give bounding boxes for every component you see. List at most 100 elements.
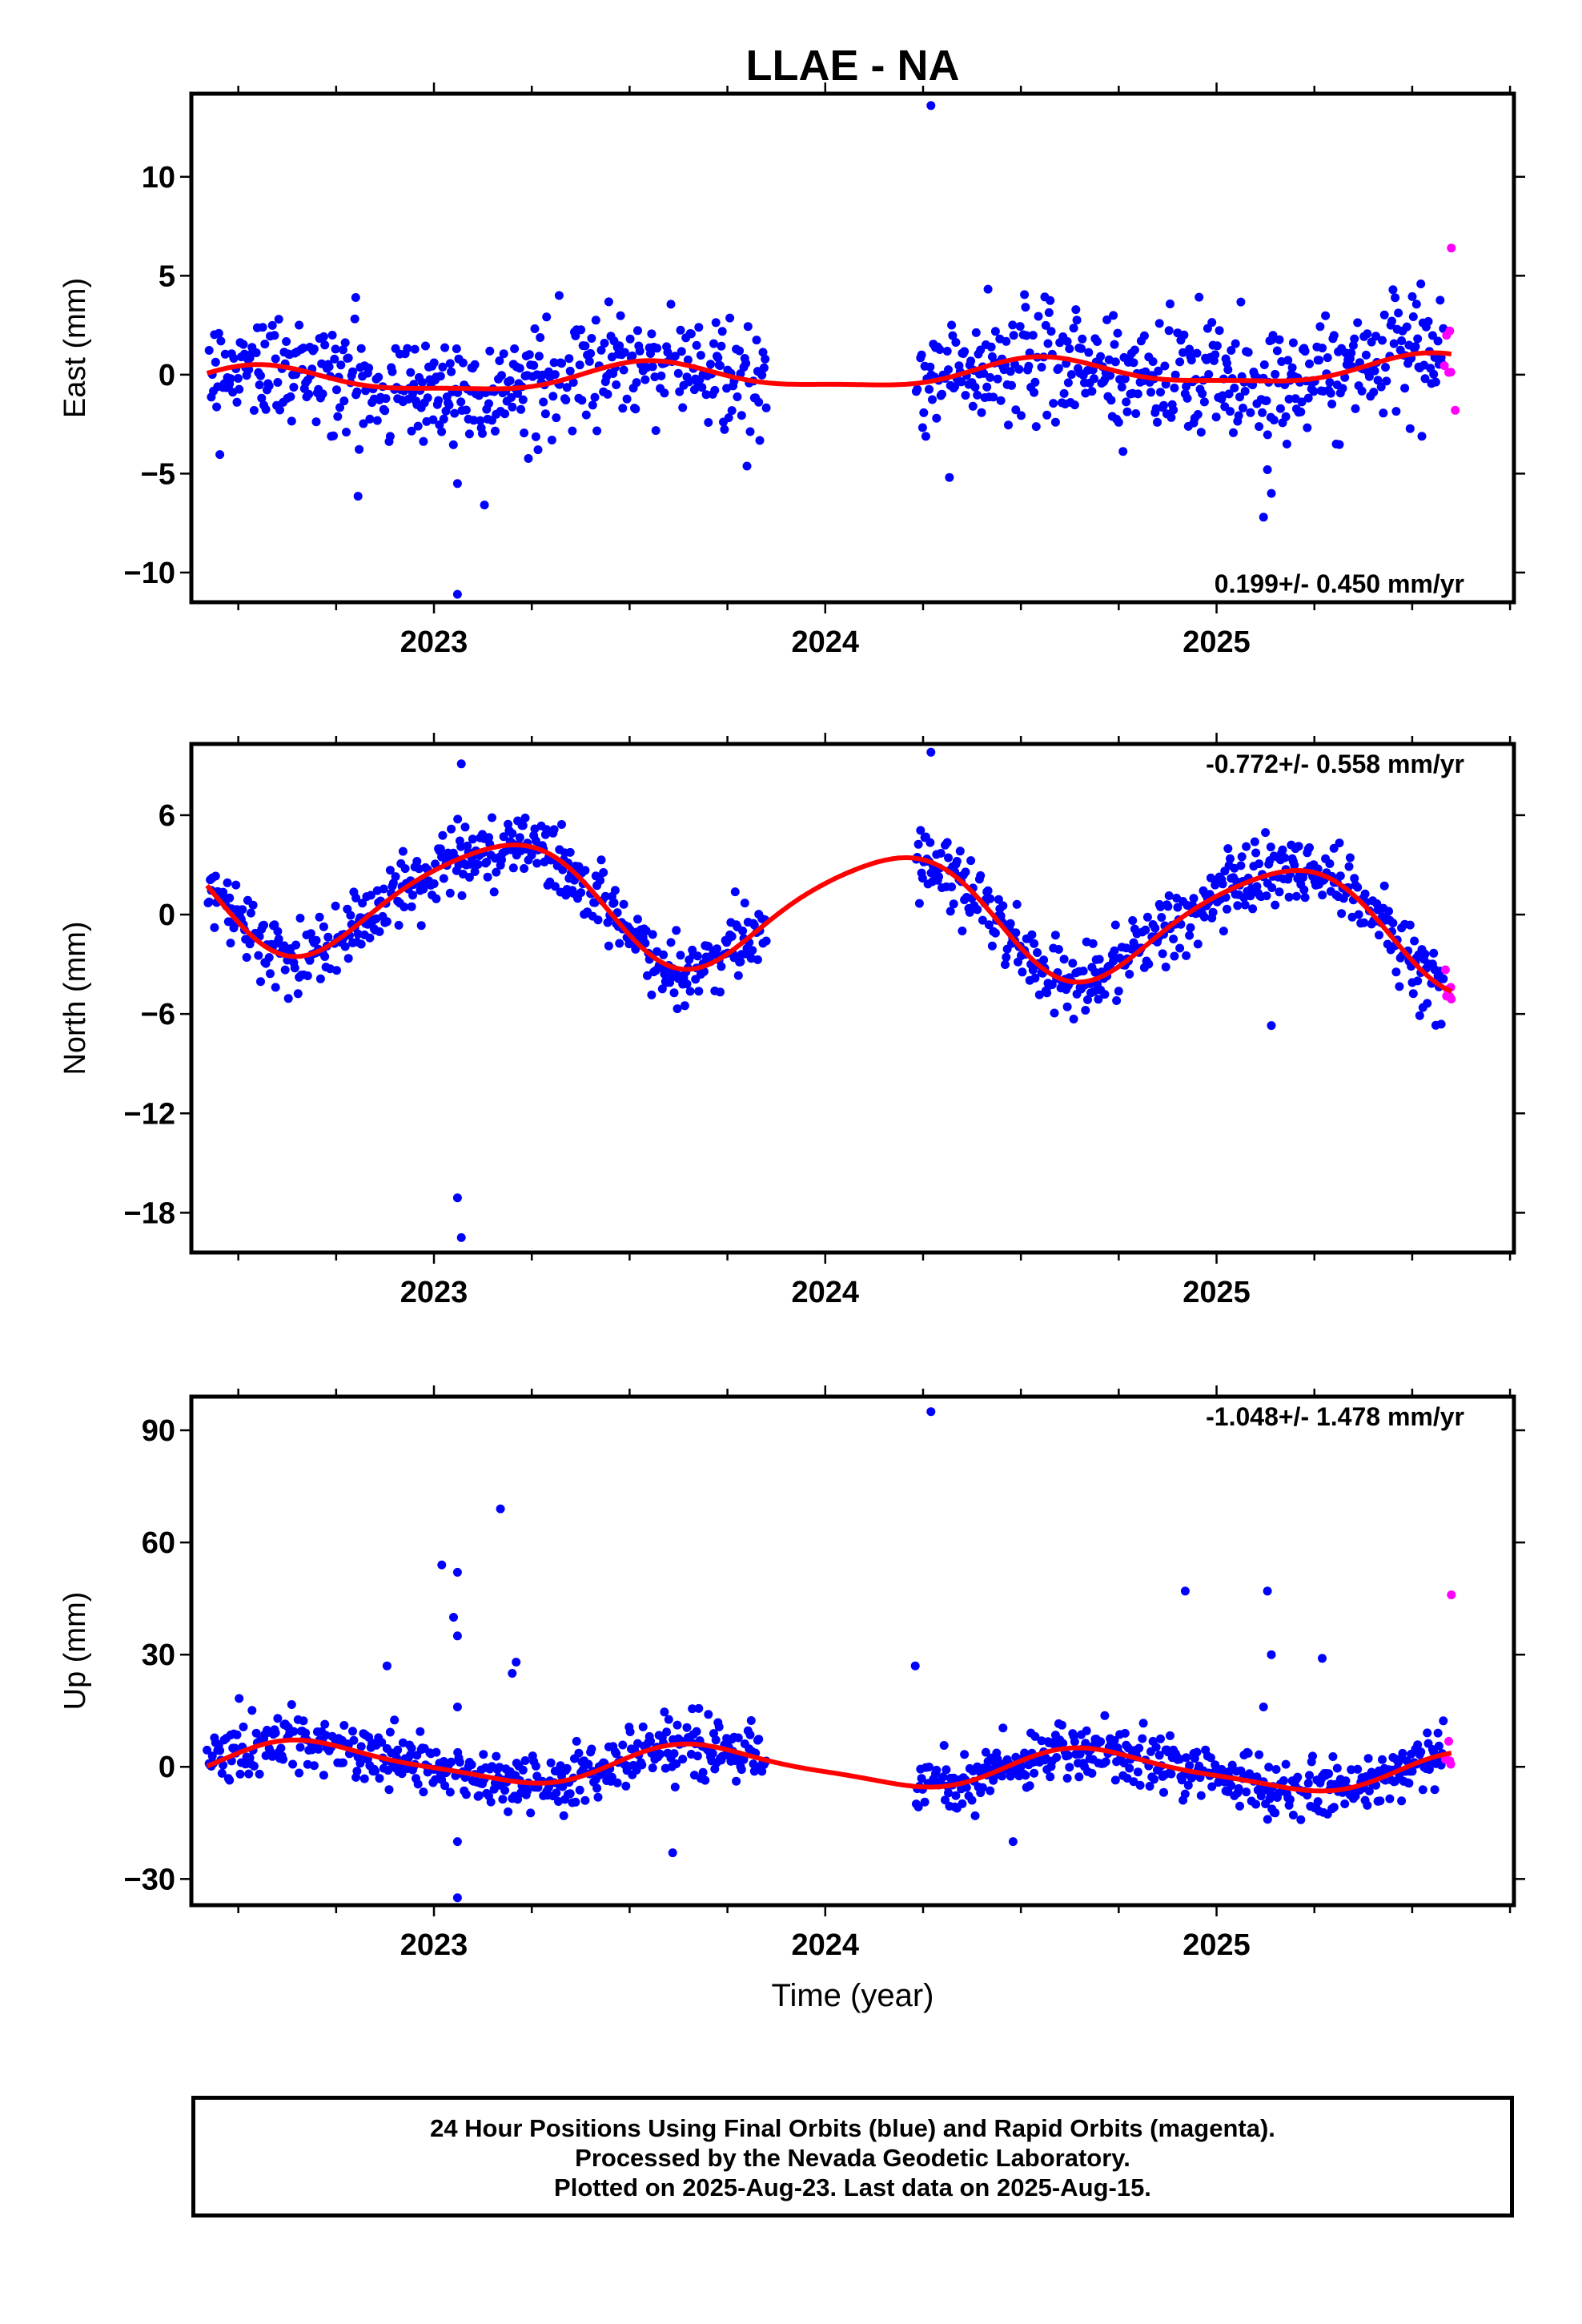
outlier-point: [452, 1703, 462, 1711]
rate-label: -0.772+/- 0.558 mm/yr: [1206, 750, 1464, 778]
final-point: [271, 1728, 280, 1738]
final-point: [288, 1759, 298, 1769]
final-point: [1431, 377, 1440, 387]
model-curve: [205, 842, 1453, 994]
final-point: [1402, 1756, 1411, 1766]
final-point: [315, 974, 325, 983]
final-point: [461, 405, 471, 415]
final-point: [393, 1745, 403, 1755]
final-point: [1044, 308, 1054, 317]
final-point: [550, 882, 560, 891]
final-point: [587, 334, 596, 343]
outlier-point: [910, 1661, 920, 1671]
final-point: [346, 911, 355, 920]
final-point: [280, 965, 290, 975]
final-point: [1259, 360, 1269, 369]
final-point: [704, 1710, 713, 1719]
final-point: [1398, 1748, 1407, 1758]
final-point: [673, 1720, 682, 1730]
final-point: [1335, 871, 1345, 881]
final-point: [998, 1771, 1006, 1781]
final-point: [678, 1755, 688, 1764]
final-point: [1235, 392, 1244, 402]
final-point: [1185, 1761, 1195, 1771]
final-point: [1066, 370, 1076, 380]
final-point: [235, 1694, 244, 1703]
final-point: [670, 352, 680, 361]
final-point: [982, 382, 992, 392]
final-point: [708, 1748, 717, 1758]
final-point: [1118, 447, 1128, 456]
final-point: [730, 887, 740, 897]
final-point: [1379, 408, 1388, 418]
final-point: [1240, 387, 1250, 396]
final-point: [748, 946, 757, 955]
final-point: [448, 440, 458, 449]
final-point: [1363, 329, 1372, 339]
final-point: [211, 357, 220, 367]
final-point: [437, 427, 447, 436]
final-point: [520, 428, 529, 438]
final-point: [732, 1776, 741, 1786]
final-point: [973, 390, 982, 400]
final-point: [436, 844, 445, 854]
final-point: [633, 326, 642, 336]
final-point: [1018, 967, 1027, 977]
x-tick-label: 2024: [792, 1928, 860, 1962]
final-point: [1323, 353, 1332, 363]
final-point: [711, 1735, 721, 1745]
final-point: [470, 867, 480, 876]
y-tick-label: 30: [142, 1638, 175, 1672]
outlier-point: [1259, 513, 1268, 522]
final-point: [962, 1783, 971, 1792]
final-point: [1030, 973, 1040, 983]
final-point: [720, 424, 729, 434]
final-point: [349, 1735, 359, 1745]
final-point: [711, 318, 721, 328]
final-point: [944, 365, 953, 375]
y-axis-label: East (mm): [58, 278, 92, 418]
final-point: [1166, 412, 1176, 422]
final-point: [1255, 859, 1264, 869]
final-point: [1052, 1753, 1062, 1762]
final-point: [242, 953, 251, 962]
final-point: [219, 887, 228, 897]
final-point: [1435, 296, 1445, 305]
final-point: [508, 863, 518, 873]
final-point: [1182, 1753, 1191, 1763]
final-point: [231, 880, 241, 890]
final-point: [1281, 1759, 1291, 1769]
outlier-point: [554, 291, 564, 300]
final-point: [1208, 907, 1218, 917]
final-point: [1022, 331, 1031, 340]
final-point: [309, 1761, 319, 1771]
outlier-point: [1447, 1590, 1456, 1599]
final-point: [1004, 420, 1013, 430]
final-point: [958, 927, 967, 935]
final-point: [1186, 923, 1195, 932]
final-point: [482, 858, 492, 866]
final-point: [531, 836, 540, 846]
outlier-point: [512, 1658, 521, 1667]
y-tick-label: −30: [124, 1863, 175, 1896]
final-point: [1255, 422, 1264, 432]
final-point: [256, 371, 265, 380]
final-point: [384, 1785, 394, 1795]
final-point: [1430, 1785, 1439, 1795]
final-point: [480, 501, 489, 510]
final-point: [1341, 1776, 1351, 1786]
footer-line-orbits: 24 Hour Positions Using Final Orbits (bl…: [430, 2114, 1275, 2142]
final-point: [986, 1786, 995, 1795]
final-point: [1264, 1763, 1274, 1772]
final-point: [1101, 1757, 1110, 1767]
final-point: [1395, 982, 1404, 991]
final-point: [1125, 970, 1134, 979]
final-point: [266, 969, 275, 979]
final-point: [966, 356, 976, 366]
final-point: [1042, 988, 1052, 998]
final-point: [1344, 862, 1354, 871]
final-point: [947, 320, 957, 330]
final-point: [1030, 388, 1039, 397]
final-point: [247, 1706, 257, 1715]
final-point: [1262, 891, 1271, 901]
